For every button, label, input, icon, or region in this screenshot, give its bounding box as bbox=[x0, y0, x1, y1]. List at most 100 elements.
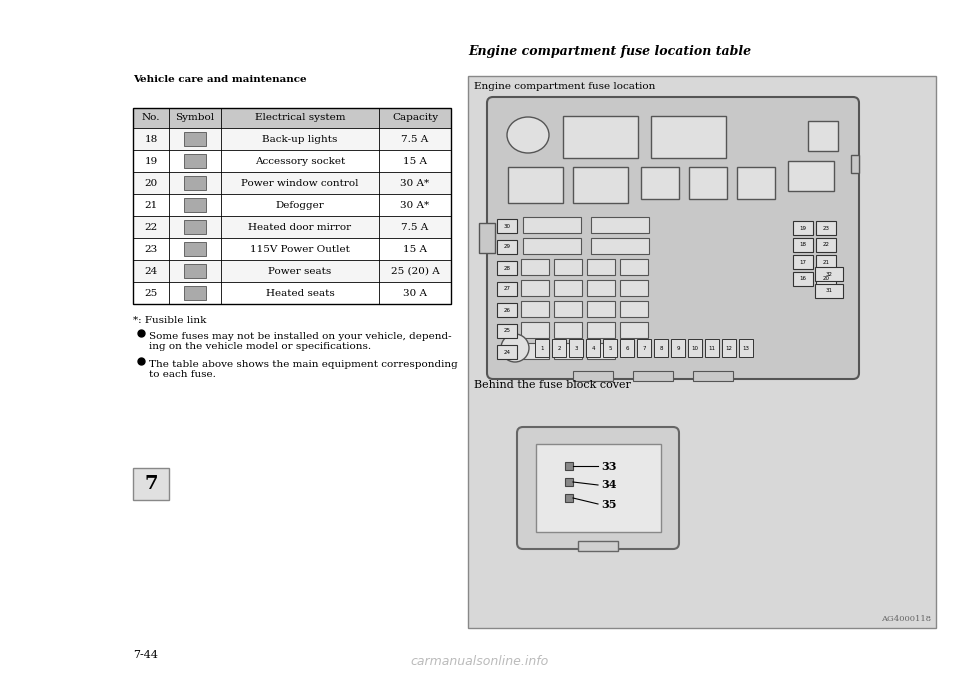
Text: 4: 4 bbox=[591, 346, 595, 351]
FancyBboxPatch shape bbox=[517, 427, 679, 549]
Text: 15 A: 15 A bbox=[403, 245, 427, 254]
Bar bbox=[816, 238, 836, 252]
Text: 33: 33 bbox=[601, 460, 616, 471]
Bar bbox=[793, 221, 813, 235]
Bar bbox=[816, 221, 836, 235]
Bar bbox=[133, 108, 451, 128]
Text: 23: 23 bbox=[823, 226, 829, 231]
Text: 22: 22 bbox=[823, 243, 829, 247]
Text: AG4000118: AG4000118 bbox=[881, 615, 931, 623]
Bar bbox=[184, 242, 206, 256]
Text: *: Fusible link: *: Fusible link bbox=[133, 316, 206, 325]
Bar bbox=[521, 322, 549, 338]
Text: 17: 17 bbox=[800, 260, 806, 264]
Bar bbox=[671, 339, 685, 357]
Text: 30 A: 30 A bbox=[403, 289, 427, 298]
Bar bbox=[521, 343, 549, 359]
Bar bbox=[497, 324, 517, 338]
Text: 12: 12 bbox=[726, 346, 732, 351]
Bar bbox=[535, 339, 549, 357]
Text: Electrical system: Electrical system bbox=[254, 113, 346, 123]
Text: 15 A: 15 A bbox=[403, 157, 427, 165]
Text: 19: 19 bbox=[800, 226, 806, 231]
Bar bbox=[587, 322, 615, 338]
Text: 25: 25 bbox=[503, 329, 511, 334]
Bar bbox=[591, 217, 649, 233]
Text: 30: 30 bbox=[503, 224, 511, 228]
Text: Heated seats: Heated seats bbox=[266, 289, 334, 298]
Text: Engine compartment fuse location table: Engine compartment fuse location table bbox=[468, 45, 751, 58]
Text: 30 A*: 30 A* bbox=[400, 201, 429, 210]
Text: 24: 24 bbox=[503, 349, 511, 355]
Bar bbox=[133, 128, 451, 150]
Text: 21: 21 bbox=[823, 260, 829, 264]
Bar bbox=[184, 198, 206, 212]
Bar bbox=[569, 339, 583, 357]
Bar bbox=[587, 301, 615, 317]
Text: 21: 21 bbox=[144, 201, 157, 210]
Bar bbox=[536, 444, 660, 532]
Bar bbox=[184, 176, 206, 190]
Text: Vehicle care and maintenance: Vehicle care and maintenance bbox=[133, 75, 306, 84]
Text: 7: 7 bbox=[642, 346, 646, 351]
Text: 7.5 A: 7.5 A bbox=[401, 222, 428, 231]
Text: 19: 19 bbox=[144, 157, 157, 165]
Bar bbox=[563, 116, 638, 158]
Text: Power window control: Power window control bbox=[241, 178, 359, 188]
Bar bbox=[641, 167, 679, 199]
Text: 25 (20) A: 25 (20) A bbox=[391, 266, 440, 275]
Bar bbox=[651, 116, 726, 158]
Text: 16: 16 bbox=[800, 277, 806, 281]
Bar bbox=[654, 339, 668, 357]
Bar bbox=[587, 343, 615, 359]
Bar bbox=[479, 223, 495, 253]
Text: The table above shows the main equipment corresponding
to each fuse.: The table above shows the main equipment… bbox=[149, 360, 458, 380]
Text: 30 A*: 30 A* bbox=[400, 178, 429, 188]
Text: Engine compartment fuse location: Engine compartment fuse location bbox=[474, 82, 656, 91]
Text: Behind the fuse block cover: Behind the fuse block cover bbox=[474, 380, 631, 390]
Bar bbox=[586, 339, 600, 357]
Bar bbox=[523, 217, 581, 233]
Text: carmanualsonline.info: carmanualsonline.info bbox=[411, 655, 549, 668]
Text: 35: 35 bbox=[601, 498, 616, 509]
Bar bbox=[587, 259, 615, 275]
Bar bbox=[851, 155, 859, 173]
Text: 7-44: 7-44 bbox=[133, 650, 158, 660]
Text: 24: 24 bbox=[144, 266, 157, 275]
Bar bbox=[705, 339, 719, 357]
Text: Heated door mirror: Heated door mirror bbox=[249, 222, 351, 231]
Text: 6: 6 bbox=[625, 346, 629, 351]
Bar bbox=[620, 322, 648, 338]
Text: No.: No. bbox=[142, 113, 160, 123]
Bar bbox=[497, 219, 517, 233]
Bar bbox=[554, 301, 582, 317]
Text: 18: 18 bbox=[144, 134, 157, 144]
Bar bbox=[554, 343, 582, 359]
Bar bbox=[620, 280, 648, 296]
Bar bbox=[184, 132, 206, 146]
Bar bbox=[788, 161, 834, 191]
Bar bbox=[633, 371, 673, 381]
FancyBboxPatch shape bbox=[487, 97, 859, 379]
Bar bbox=[133, 216, 451, 238]
Text: Accessory socket: Accessory socket bbox=[254, 157, 346, 165]
Text: Defogger: Defogger bbox=[276, 201, 324, 210]
Bar bbox=[184, 286, 206, 300]
Bar bbox=[552, 339, 566, 357]
Bar bbox=[816, 255, 836, 269]
Bar bbox=[815, 267, 843, 281]
Bar bbox=[565, 462, 573, 470]
Bar bbox=[497, 345, 517, 359]
Text: 5: 5 bbox=[609, 346, 612, 351]
Text: Back-up lights: Back-up lights bbox=[262, 134, 338, 144]
Text: 7: 7 bbox=[144, 475, 157, 493]
Bar bbox=[497, 261, 517, 275]
Bar bbox=[793, 272, 813, 286]
Bar bbox=[521, 301, 549, 317]
Bar bbox=[603, 339, 617, 357]
Bar bbox=[573, 371, 613, 381]
Bar bbox=[693, 371, 733, 381]
Bar bbox=[689, 167, 727, 199]
Text: 28: 28 bbox=[503, 266, 511, 271]
Bar bbox=[816, 272, 836, 286]
